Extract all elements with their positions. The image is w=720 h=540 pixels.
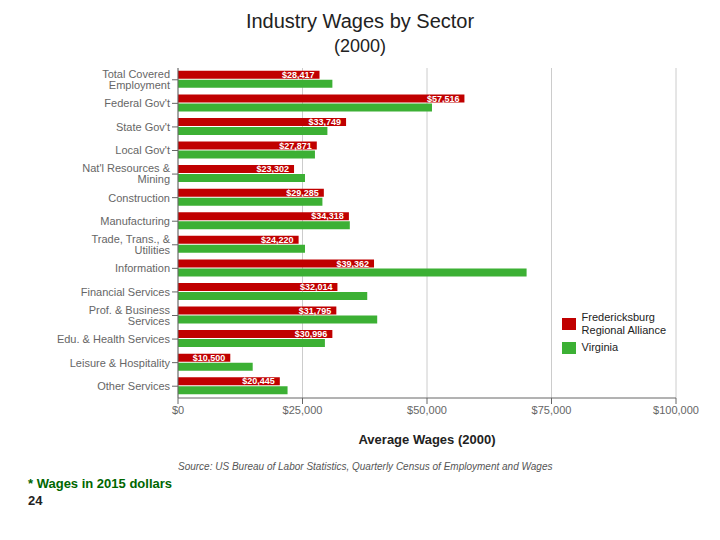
svg-text:Prof. & BusinessServices: Prof. & BusinessServices [89,304,171,327]
svg-text:Nat'l Resources &Mining: Nat'l Resources &Mining [82,162,170,185]
svg-text:$32,014: $32,014 [300,282,333,292]
svg-text:$75,000: $75,000 [532,404,572,416]
svg-text:$100,000: $100,000 [653,404,699,416]
html-text:* Wages in 2015 dollars: * Wages in 2015 dollars [28,476,172,491]
svg-text:Edu. & Health Services: Edu. & Health Services [57,333,171,345]
svg-text:$33,749: $33,749 [309,117,342,127]
html-text:(2000): (2000) [334,36,386,56]
html-text:Fredericksburg Regional Allian: Fredericksburg Regional Alliance [581,311,666,336]
svg-text:Trade, Trans., &Utilities: Trade, Trans., &Utilities [92,233,171,256]
svg-text:$30,996: $30,996 [295,329,328,339]
svg-text:$27,871: $27,871 [279,141,312,151]
svg-text:Local Gov't: Local Gov't [115,144,170,156]
svg-text:Total CoveredEmployment: Total CoveredEmployment [102,68,170,91]
svg-text:Other Services: Other Services [97,380,170,392]
svg-text:$34,318: $34,318 [311,211,344,221]
svg-text:$20,445: $20,445 [242,376,275,386]
svg-text:Leisure & Hospitality: Leisure & Hospitality [70,357,171,369]
html-text:Virginia: Virginia [581,341,619,353]
svg-text:Federal Gov't: Federal Gov't [104,97,170,109]
svg-text:Average Wages (2000): Average Wages (2000) [358,432,495,447]
svg-text:$23,302: $23,302 [256,164,289,174]
svg-text:$50,000: $50,000 [407,404,447,416]
svg-text:Construction: Construction [108,192,170,204]
svg-text:$10,500: $10,500 [193,353,226,363]
svg-text:$24,220: $24,220 [261,235,294,245]
svg-text:$39,362: $39,362 [336,259,369,269]
svg-text:Financial Services: Financial Services [81,286,171,298]
svg-text:Information: Information [115,262,170,274]
svg-text:State Gov't: State Gov't [116,121,170,133]
svg-text:$57,516: $57,516 [427,94,460,104]
html-text:24: 24 [28,493,43,508]
svg-text:Manufacturing: Manufacturing [100,215,170,227]
svg-text:$25,000: $25,000 [283,404,323,416]
html-text:Industry Wages by Sector: Industry Wages by Sector [245,10,475,32]
svg-text:$28,417: $28,417 [282,70,315,80]
html-text:Source: US Bureau of Labor Sta: Source: US Bureau of Labor Statistics, Q… [178,461,553,472]
svg-text:$31,795: $31,795 [299,306,332,316]
svg-text:$0: $0 [172,404,184,416]
svg-text:$29,285: $29,285 [286,188,319,198]
